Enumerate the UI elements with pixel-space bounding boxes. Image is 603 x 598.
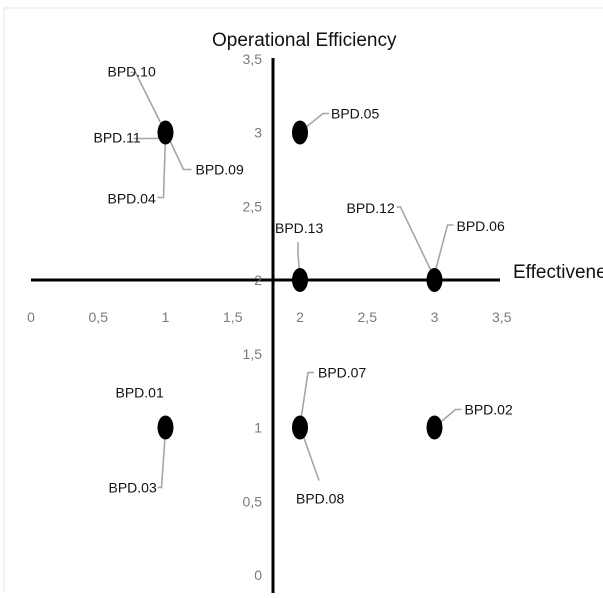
leader-line	[157, 429, 167, 489]
x-tick-label: 3	[431, 309, 439, 325]
leader-line	[396, 206, 436, 279]
y-tick-label: 2	[254, 272, 262, 288]
data-point	[426, 415, 443, 440]
leader-line	[300, 429, 320, 481]
point-label: BPD.02	[465, 402, 513, 418]
data-point	[292, 415, 308, 440]
y-axis-title: Operational Efficiency	[212, 30, 397, 51]
y-tick-label: 1	[254, 420, 262, 436]
point-label: BPD.10	[108, 64, 156, 80]
y-tick-label: 3	[254, 125, 262, 141]
x-tick-label: 0	[27, 309, 35, 325]
point-label: BPD.12	[347, 200, 395, 216]
y-tick-label: 1,5	[243, 346, 263, 362]
data-point	[292, 268, 308, 292]
leader-line	[435, 408, 462, 427]
leader-line	[166, 135, 192, 171]
point-label: BPD.13	[275, 220, 323, 236]
data-point	[292, 120, 308, 145]
x-axis-title: Effectiveness	[513, 262, 603, 283]
x-tick-label: 2	[296, 309, 304, 325]
x-tick-label: 1	[162, 309, 170, 325]
point-label: BPD.01	[116, 385, 164, 401]
x-tick-label: 1,5	[223, 309, 243, 325]
y-tick-label: 2,5	[243, 198, 263, 214]
point-label: BPD.09	[196, 162, 244, 178]
leader-line	[130, 71, 166, 131]
leader-line	[432, 224, 454, 279]
point-label: BPD.07	[318, 365, 366, 381]
leader-line	[157, 134, 167, 199]
data-point	[157, 120, 174, 145]
x-tick-label: 0,5	[89, 309, 109, 325]
point-label: BPD.06	[457, 218, 505, 234]
x-tick-label: 2,5	[358, 309, 378, 325]
y-tick-label: 3,5	[243, 51, 263, 67]
x-tick-label: 3,5	[492, 309, 512, 325]
data-point	[426, 268, 443, 292]
point-label: BPD.11	[94, 130, 141, 146]
y-tick-label: 0,5	[243, 493, 263, 509]
point-label: BPD.04	[108, 191, 156, 207]
leader-line	[299, 371, 314, 426]
point-label: BPD.03	[109, 480, 157, 496]
data-point	[157, 415, 174, 440]
leader-line	[301, 112, 329, 132]
point-label: BPD.05	[331, 106, 379, 122]
point-label: BPD.08	[296, 491, 344, 507]
y-tick-label: 0	[254, 567, 262, 583]
